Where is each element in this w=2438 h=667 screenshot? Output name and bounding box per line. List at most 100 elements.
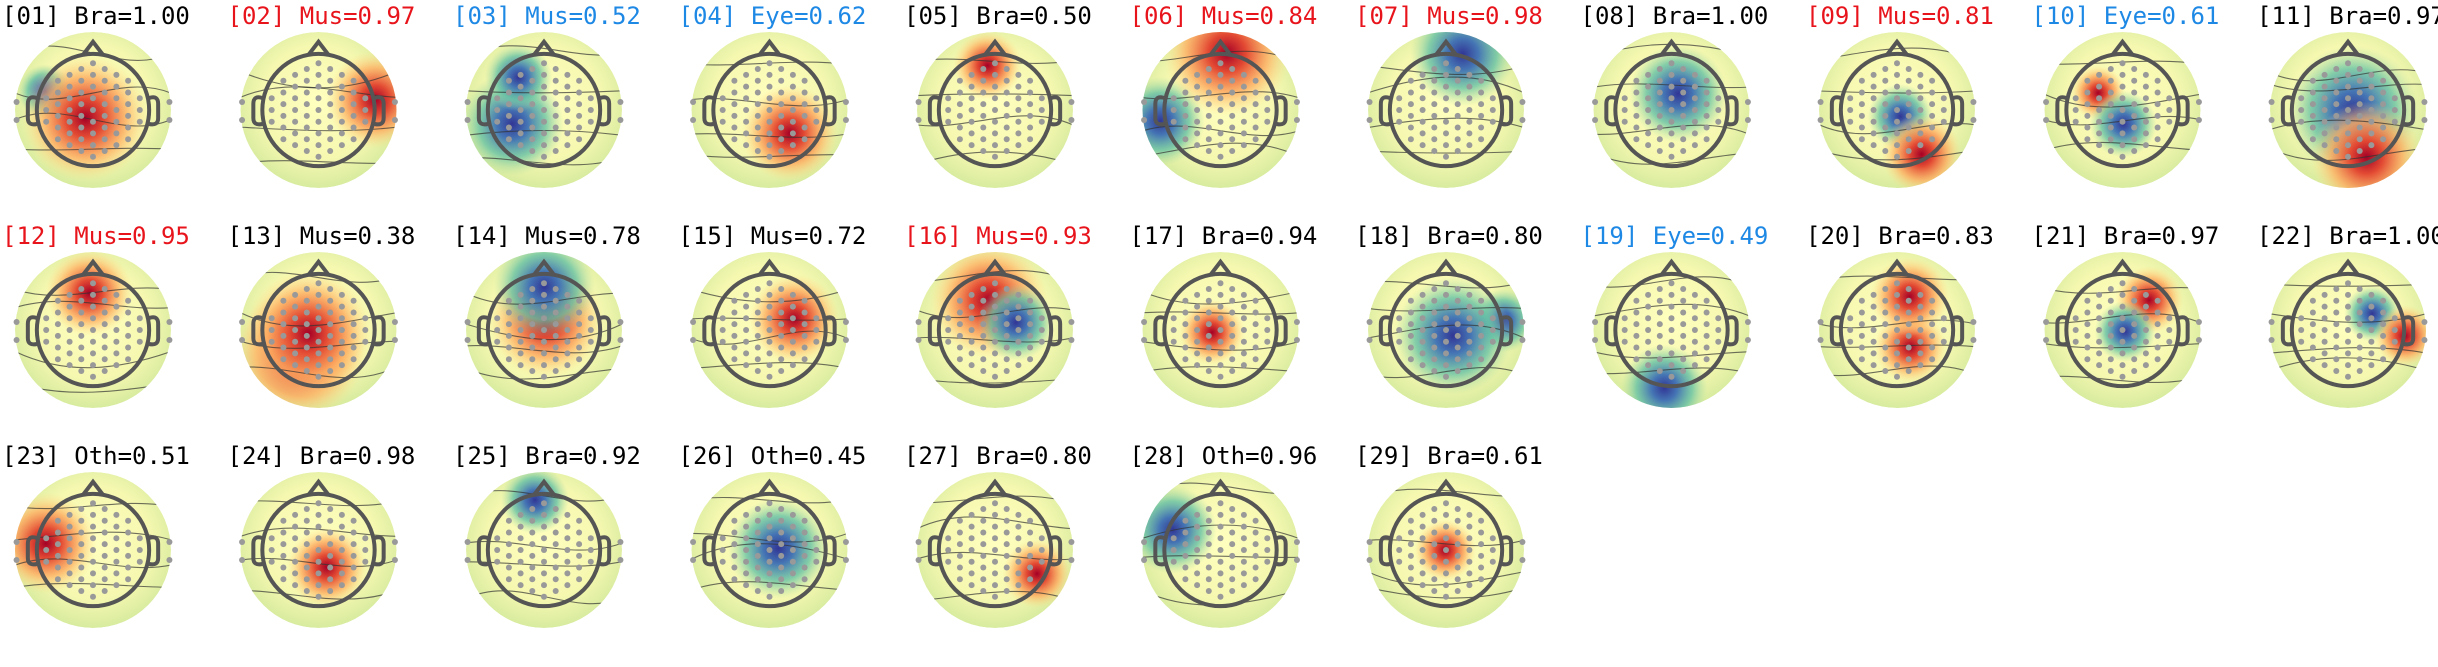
electrode [1194,83,1201,90]
ear [825,95,837,127]
component-label: [23] Oth=0.51 [2,442,190,470]
electrode [315,523,322,530]
electrode [101,112,108,119]
electrode [1170,107,1177,113]
electrode [1205,529,1212,536]
electrode [2107,286,2114,293]
electrode [1431,321,1438,328]
electrode [1229,124,1236,131]
electrode [327,517,334,524]
electrode [2309,332,2316,339]
electrode [719,535,726,542]
electrode [2345,327,2351,333]
electrode [1680,297,1687,304]
electrode [587,558,594,565]
electrode [576,517,583,524]
component-label: [02] Mus=0.97 [228,2,416,30]
electrode [1645,291,1652,298]
electrode [315,291,322,298]
electrode [587,95,594,102]
electrode [1668,303,1675,310]
electrode [1205,356,1212,363]
electrode [338,303,345,310]
electrode [1240,107,1247,113]
electrode [743,95,750,102]
electrode [517,107,524,113]
electrode [1229,552,1236,559]
electrode [268,327,275,333]
electrode [1478,124,1485,131]
electrode [1466,130,1473,137]
electrode [968,71,975,78]
electrode [956,136,963,143]
electrode [1217,60,1224,67]
electrode [529,529,536,536]
ear [1829,315,1842,347]
electrode [2096,118,2103,125]
electrode [280,112,287,119]
electrode [1217,558,1224,565]
electrode [915,539,922,545]
electrode [1240,511,1247,518]
electrode [315,118,322,125]
electrode [303,506,310,513]
electrode [464,99,471,105]
activation-blob [500,472,570,535]
electrode [303,517,310,524]
electrode [1264,558,1271,565]
electrode [90,71,96,78]
component-label: [01] Bra=1.00 [2,2,190,30]
electrode [1656,356,1663,363]
electrode [1015,130,1022,137]
electrode [1217,500,1224,507]
electrode [1454,297,1461,304]
electrode [992,593,998,600]
electrode [90,280,96,287]
electrode [1668,327,1675,333]
electrode [980,564,987,571]
electrode [1240,303,1247,310]
electrode [1478,77,1485,84]
electrode [1443,570,1449,577]
electrode [517,315,524,322]
electrode [292,107,299,113]
electrode [90,547,96,553]
electrode [350,89,357,96]
electrode [303,66,310,73]
electrode [1656,286,1663,293]
electrode [778,286,785,293]
electrode [529,564,536,571]
electrode [992,83,998,90]
electrode [2119,142,2126,149]
electrode [350,541,357,548]
electrode [2107,77,2114,84]
electrode [778,344,785,351]
electrode [125,297,132,304]
electrode [541,71,547,78]
electrode [1264,327,1271,333]
electrode [731,344,738,351]
electrode [1419,535,1426,542]
electrode [1182,89,1189,96]
electrode [1744,117,1751,123]
electrode [1431,564,1438,571]
electrode [980,77,987,84]
electrode [1419,582,1426,589]
electrode [66,511,73,518]
nose [1208,38,1233,57]
electrode [1970,99,1977,105]
ear [2280,95,2293,127]
ear [1829,95,1842,127]
component-label: [07] Mus=0.98 [1355,2,1543,30]
electrode [1396,558,1403,565]
component: [09] Mus=0.81 [1806,2,1994,188]
electrode [517,303,524,310]
electrode [54,541,61,548]
electrode [731,552,738,559]
electrode [564,362,571,369]
electrode [1715,118,1722,125]
contour-line [917,516,1073,530]
electrode [541,523,547,530]
electrode [1443,142,1449,149]
electrode [136,95,143,102]
